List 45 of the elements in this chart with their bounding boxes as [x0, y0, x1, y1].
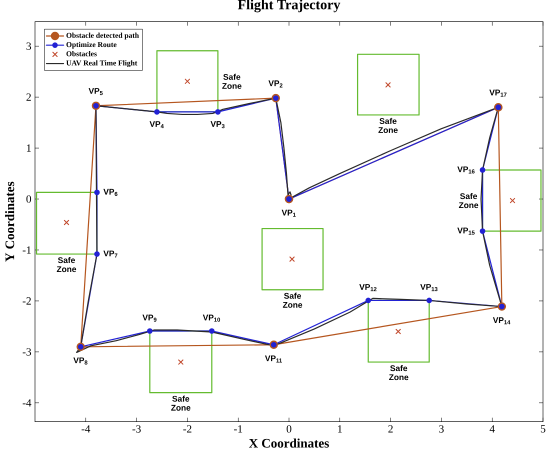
y-tick-label: -4 — [22, 399, 32, 406]
annotation: VP$_{12}$ — [359, 284, 377, 292]
annotation: Safe Zone — [458, 193, 478, 208]
annotation: VP$_{6}$ — [103, 188, 118, 196]
annotation: VP$_{9}$ — [142, 314, 156, 322]
annotation: VP$_{15}$ — [457, 228, 475, 235]
y-axis-title: Y Coordinates — [5, 182, 14, 262]
y-tick-label: 2 — [26, 93, 31, 101]
annotation: VP$_{13}$ — [420, 284, 438, 292]
annotation: VP$_{3}$ — [210, 121, 225, 128]
annotation: VP$_{10}$ — [202, 314, 220, 322]
y-tick-label: -2 — [22, 297, 31, 305]
annotation: VP$_{7}$ — [103, 250, 118, 258]
x-tick-label: -3 — [132, 425, 141, 433]
annotation: VP$_{17}$ — [489, 90, 507, 97]
annotation: VP$_{5}$ — [88, 88, 103, 96]
x-tick-label: 5 — [540, 425, 546, 433]
annotation: Safe Zone — [222, 74, 242, 89]
annotation: Safe Zone — [389, 365, 408, 380]
x-tick-label: -1 — [234, 425, 242, 432]
annotation: Safe Zone — [378, 118, 398, 133]
y-tick-label: -3 — [22, 348, 32, 356]
annotation: VP$_{11}$ — [264, 355, 282, 362]
annotation: Safe Zone — [171, 396, 190, 411]
x-axis-title: X Coordinates — [248, 438, 329, 448]
annotation: VP$_{1}$ — [282, 210, 296, 217]
annotation: VP$_{14}$ — [492, 317, 510, 324]
x-tick-label: -2 — [183, 425, 192, 433]
annotation: VP$_{16}$ — [457, 166, 475, 174]
x-tick-label: 4 — [490, 425, 495, 432]
annotation: Safe Zone — [56, 257, 76, 272]
annotation: Safe Zone — [282, 292, 302, 308]
x-tick-label: 1 — [338, 425, 342, 432]
chart-title: Flight Trajectory — [238, 0, 340, 12]
annotation: VP$_{2}$ — [268, 80, 282, 88]
y-tick-label: 1 — [26, 144, 31, 152]
x-tick-label: -4 — [82, 425, 90, 432]
x-tick-label: 0 — [286, 425, 292, 433]
y-tick-label: 0 — [26, 195, 32, 203]
y-tick-label: 3 — [26, 42, 32, 50]
x-tick-label: 2 — [388, 425, 393, 433]
annotation: VP$_{8}$ — [73, 357, 88, 365]
x-tick-label: 3 — [439, 425, 444, 433]
y-tick-label: -1 — [22, 246, 31, 254]
annotation: VP$_{4}$ — [150, 121, 164, 128]
